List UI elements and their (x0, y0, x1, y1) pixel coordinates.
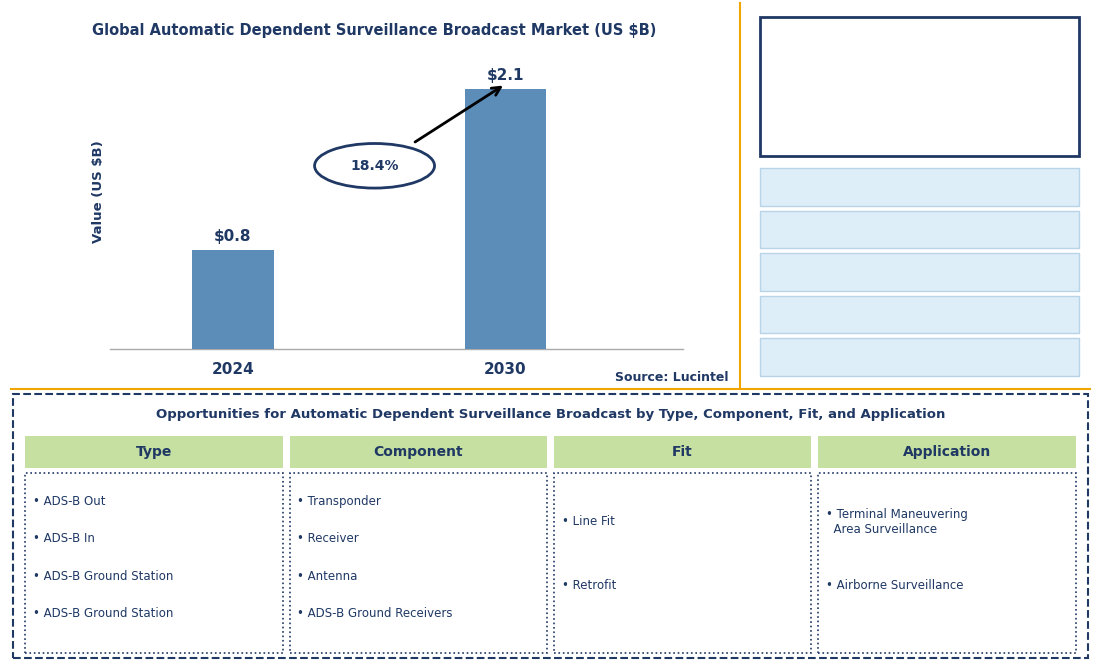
Text: • Transponder: • Transponder (297, 495, 381, 508)
Text: $2.1: $2.1 (487, 68, 524, 83)
Text: Source: Lucintel: Source: Lucintel (615, 370, 729, 384)
Text: • Retrofit: • Retrofit (562, 579, 615, 593)
Text: Rockwell Collins: Rockwell Collins (864, 350, 974, 364)
Y-axis label: Value (US $B): Value (US $B) (91, 140, 105, 243)
Text: Application: Application (903, 445, 991, 460)
Text: • ADS-B Ground Station: • ADS-B Ground Station (33, 607, 173, 620)
Text: Component: Component (373, 445, 464, 460)
Text: • ADS-B In: • ADS-B In (33, 533, 95, 545)
Text: 18.4%: 18.4% (350, 159, 399, 173)
Text: Opportunities for Automatic Dependent Surveillance Broadcast by Type, Component,: Opportunities for Automatic Dependent Su… (156, 408, 945, 422)
Text: Honeywell: Honeywell (883, 180, 956, 194)
Text: $0.8: $0.8 (214, 229, 251, 244)
Text: Type: Type (135, 445, 173, 460)
Text: • ADS-B Ground Station: • ADS-B Ground Station (33, 570, 173, 583)
Text: Global Automatic Dependent Surveillance Broadcast Market (US $B): Global Automatic Dependent Surveillance … (92, 23, 656, 39)
Text: Major Players of Automatic
Dependent Surveillance
Broadcast Market: Major Players of Automatic Dependent Sur… (818, 65, 1021, 108)
Text: • Receiver: • Receiver (297, 533, 359, 545)
Bar (192, 250, 274, 349)
Text: • ADS-B Out: • ADS-B Out (33, 495, 106, 508)
Text: L3 Technologies: L3 Technologies (864, 223, 974, 237)
Text: • Antenna: • Antenna (297, 570, 358, 583)
Text: • ADS-B Ground Receivers: • ADS-B Ground Receivers (297, 607, 453, 620)
Bar (465, 89, 546, 349)
Text: Esterline Technologies: Esterline Technologies (842, 265, 996, 279)
Text: Fit: Fit (673, 445, 693, 460)
Text: • Line Fit: • Line Fit (562, 515, 614, 528)
Text: • Terminal Maneuvering
  Area Surveillance: • Terminal Maneuvering Area Surveillance (826, 507, 968, 535)
Text: • Airborne Surveillance: • Airborne Surveillance (826, 579, 963, 593)
Text: Garmin: Garmin (894, 307, 945, 321)
